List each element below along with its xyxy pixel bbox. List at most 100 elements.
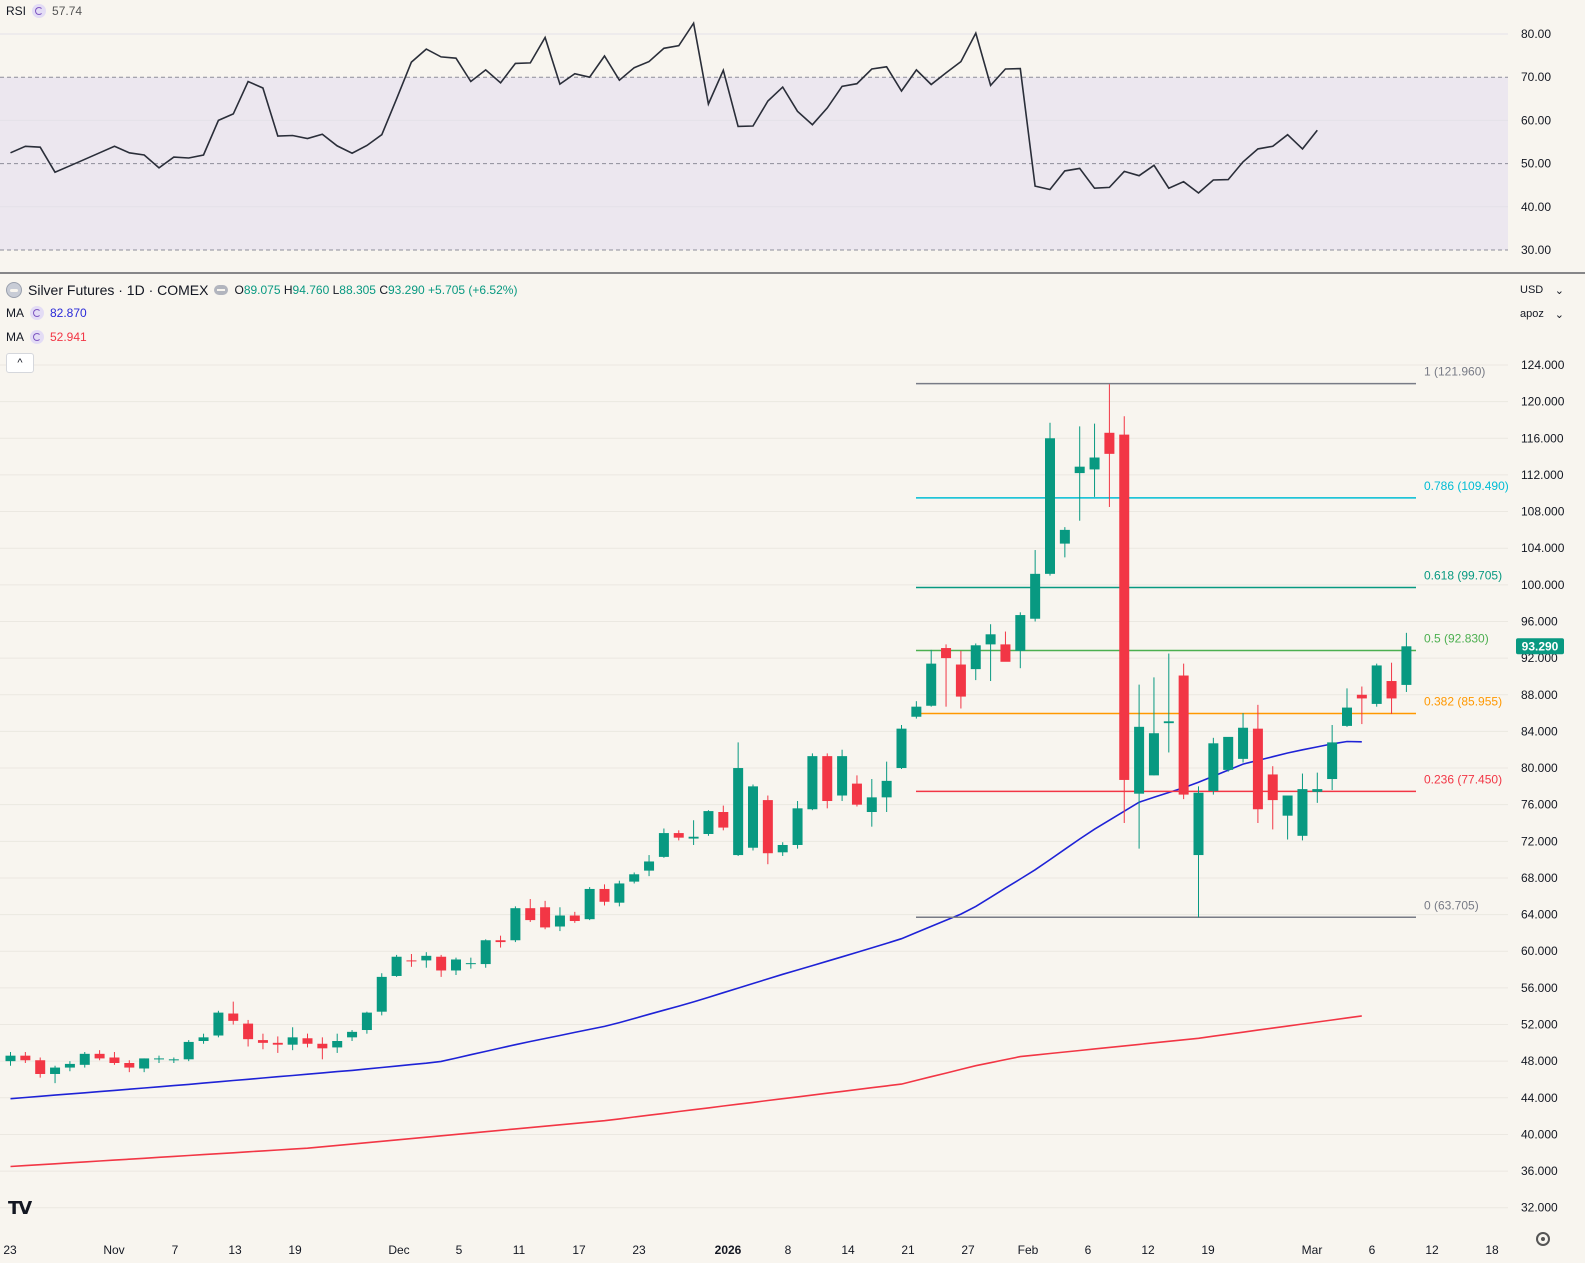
candle-body [822,756,833,802]
candle-body [926,663,937,706]
candle-body [658,833,669,857]
fib-level-label: 1 (121.960) [1424,365,1485,379]
candle-body [272,1042,283,1045]
price-tick-label: 124.000 [1521,358,1565,372]
sync-icon [30,330,44,344]
ma-slow-legend[interactable]: MA 52.941 [6,330,87,344]
time-axis[interactable]: 23 Nov 7 13 19 Dec 5 11 17 23 2026 8 14 21 27 Feb 6 12 19 M… [3,1243,1499,1257]
candle-body [881,780,892,798]
market-status-icon [214,285,229,295]
sync-icon [30,306,44,320]
candle-body [287,1037,298,1045]
price-tick-label: 84.000 [1521,724,1558,738]
scale-select[interactable]: apoz ⌄ [1516,304,1568,324]
candle-body [762,800,773,854]
time-tick-label: 19 [1201,1243,1215,1257]
candle-body [1342,707,1352,726]
candle-body [673,833,684,838]
candle-body [525,908,536,921]
candle-body [584,888,595,920]
candle-body [94,1053,105,1059]
price-tick-label: 60.000 [1521,944,1558,958]
currency-select[interactable]: USD ⌄ [1516,280,1568,300]
rsi-tick-label: 70.00 [1521,70,1551,84]
price-tick-label: 92.000 [1521,651,1558,665]
time-tick-label: 6 [1085,1243,1092,1257]
candle-body [20,1055,31,1061]
gear-icon[interactable] [1536,1232,1550,1246]
candle-body [480,940,491,965]
ma-fast-legend[interactable]: MA 82.870 [6,306,87,320]
candle-body [451,959,461,971]
price-tick-label: 48.000 [1521,1054,1558,1068]
candlesticks [5,384,1412,1084]
candle-body [361,1012,372,1031]
collapse-legend-button[interactable]: ^ [6,353,34,373]
candle-body [540,907,551,928]
ma-fast-value: 82.870 [50,306,87,320]
candle-body [851,783,862,805]
ma-slow-line [10,1015,1362,1168]
candle-body [406,960,417,962]
fibonacci-retracement[interactable]: 1 (121.960) 0.786 (109.490) 0.618 (99.705)… [916,365,1509,919]
rsi-legend[interactable]: RSI 57.74 [6,4,82,18]
candle-body [644,861,655,871]
candle-body [1178,675,1189,795]
candle-body [1000,644,1011,662]
candle-body [257,1040,268,1043]
price-tick-label: 116.000 [1521,431,1564,445]
candle-body [985,634,996,645]
candle-body [955,664,966,697]
time-tick-label: 6 [1369,1243,1376,1257]
price-tick-label: 56.000 [1521,981,1558,995]
candle-body [703,811,714,834]
candle-body [866,797,877,813]
candle-body [436,956,447,971]
symbol-header[interactable]: Silver Futures · 1D · COMEX O89.075 H94.… [6,282,517,298]
price-tick-label: 36.000 [1521,1164,1558,1178]
candle-body [733,768,744,856]
time-tick-label: 12 [1425,1243,1439,1257]
time-tick-label: Dec [388,1243,409,1257]
last-price-label: 93.290 [1522,639,1559,653]
candle-body [554,915,565,927]
candle-body [50,1067,61,1074]
candle-body [837,756,848,796]
candle-body [228,1013,239,1021]
rsi-tick-label: 50.00 [1521,157,1551,171]
candle-body [1371,665,1382,704]
price-tick-label: 80.000 [1521,761,1558,775]
candle-body [1074,466,1085,474]
ma-fast-label: MA [6,306,24,320]
candle-body [154,1058,164,1060]
time-tick-label: 5 [456,1243,463,1257]
candle-body [168,1059,179,1061]
price-axis[interactable]: 124.000 120.000 116.000 112.000 108.000 104.0… [1516,358,1565,1215]
candle-body [5,1055,16,1062]
candle-body [465,963,476,965]
price-grid [0,364,1508,1209]
candle-body [792,808,803,845]
price-tick-label: 96.000 [1521,614,1558,628]
candle-body [243,1023,254,1040]
time-tick-label: 11 [513,1243,526,1257]
fib-level-label: 0.382 (85.955) [1424,694,1502,708]
fib-level-label: 0.786 (109.490) [1424,479,1509,493]
rsi-tick-label: 80.00 [1521,27,1551,41]
candle-body [1356,694,1367,699]
price-tick-label: 64.000 [1521,908,1558,922]
time-tick-label: 18 [1485,1243,1499,1257]
candle-body [1386,681,1397,699]
price-tick-label: 76.000 [1521,798,1558,812]
candle-body [1267,774,1278,801]
symbol-title[interactable]: Silver Futures · 1D · COMEX [28,282,209,298]
candle-body [347,1031,358,1038]
candle-body [183,1041,194,1060]
price-tick-label: 44.000 [1521,1091,1558,1105]
symbol-logo-icon [6,282,22,298]
tradingview-logo[interactable]: TV [8,1198,32,1219]
moving-averages [10,740,1362,1168]
fib-level-label: 0.236 (77.450) [1424,772,1502,786]
price-tick-label: 112.000 [1521,468,1564,482]
